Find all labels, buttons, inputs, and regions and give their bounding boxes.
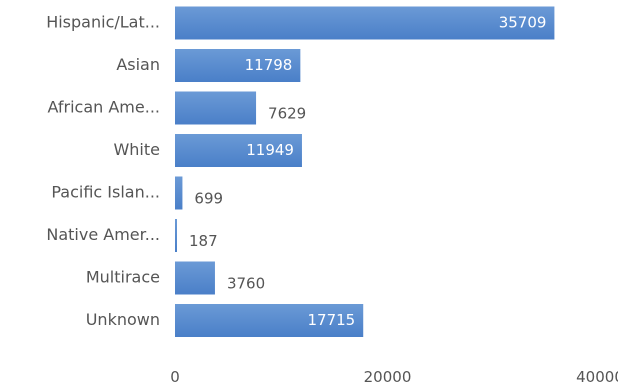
- category-label-6: Multirace: [86, 268, 160, 287]
- category-label-0: Hispanic/Lat...: [46, 13, 160, 32]
- bar-7[interactable]: [175, 304, 364, 337]
- bar-3[interactable]: [175, 134, 302, 167]
- category-label-4: Pacific Islan...: [51, 183, 160, 202]
- value-label-1: 11798: [245, 56, 293, 74]
- value-label-0: 35709: [499, 14, 547, 32]
- x-axis: 0 20000 40000: [170, 368, 618, 386]
- category-label-1: Asian: [116, 55, 160, 74]
- value-label-4: 699: [194, 190, 223, 208]
- value-label-5: 187: [189, 232, 218, 250]
- category-label-2: African Ame...: [48, 98, 161, 117]
- bar-2[interactable]: [175, 91, 257, 125]
- x-tick-label-2: 40000: [576, 368, 618, 386]
- bar-4[interactable]: [175, 176, 183, 210]
- value-label-3: 11949: [246, 141, 294, 159]
- value-label-6: 3760: [227, 275, 265, 293]
- bar-6[interactable]: [175, 261, 215, 295]
- value-labels: 35709 11798 7629 11949 699 187 3760 17715: [189, 14, 546, 330]
- value-label-2: 7629: [268, 105, 306, 123]
- bar-group: [175, 6, 555, 337]
- x-tick-label-0: 0: [170, 368, 180, 386]
- category-label-7: Unknown: [86, 310, 160, 329]
- category-label-5: Native Amer...: [46, 225, 160, 244]
- bar-5[interactable]: [175, 219, 177, 252]
- category-labels: Hispanic/Lat... Asian African Ame... White P…: [46, 13, 160, 330]
- category-label-3: White: [113, 140, 160, 159]
- value-label-7: 17715: [308, 311, 356, 329]
- bar-0[interactable]: [175, 6, 555, 40]
- x-tick-label-1: 20000: [364, 368, 412, 386]
- bar-1[interactable]: [175, 49, 301, 82]
